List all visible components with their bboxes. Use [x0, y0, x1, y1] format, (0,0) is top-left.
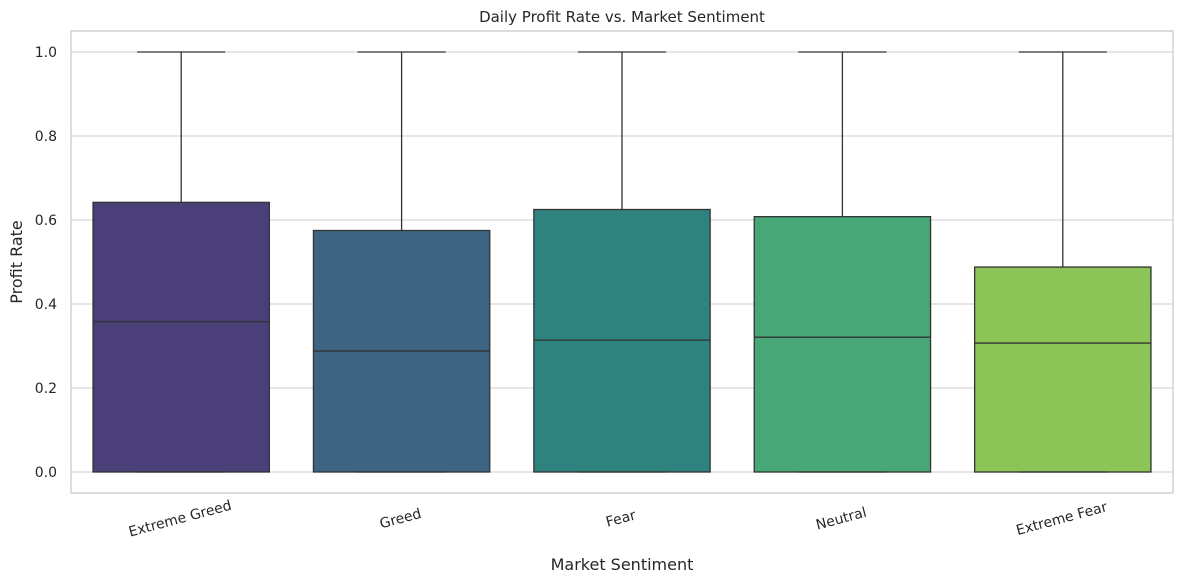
box — [973, 266, 1152, 473]
y-tick-label: 0.0 — [35, 465, 57, 481]
box-group — [533, 51, 711, 473]
boxes — [92, 51, 1152, 473]
plot-frame — [70, 30, 1174, 494]
y-tick-label: 1.0 — [35, 45, 57, 61]
chart-title: Daily Profit Rate vs. Market Sentiment — [479, 8, 765, 26]
y-tick-label: 0.2 — [35, 381, 57, 397]
y-axis-label: Profit Rate — [7, 220, 26, 304]
box-group — [92, 51, 271, 473]
box-group — [973, 51, 1152, 473]
x-axis-ticks: Extreme Greed Greed Fear Neutral Extreme Fea… — [127, 498, 1109, 541]
x-tick-label: Extreme Greed — [127, 498, 233, 541]
y-tick-label: 0.6 — [35, 213, 57, 229]
x-tick-label: Neutral — [814, 505, 868, 534]
box — [92, 201, 271, 473]
box-group — [753, 51, 932, 473]
y-tick-label: 0.8 — [35, 129, 57, 145]
y-tick-label: 0.4 — [35, 297, 57, 313]
x-tick-label: Extreme Fear — [1014, 499, 1109, 539]
box — [753, 215, 932, 473]
y-axis-ticks: 0.0 0.2 0.4 0.6 0.8 1.0 — [35, 45, 57, 481]
x-tick-label: Fear — [604, 507, 638, 530]
x-tick-label: Greed — [378, 506, 423, 532]
x-axis-label: Market Sentiment — [551, 555, 694, 574]
box-group — [312, 51, 491, 473]
